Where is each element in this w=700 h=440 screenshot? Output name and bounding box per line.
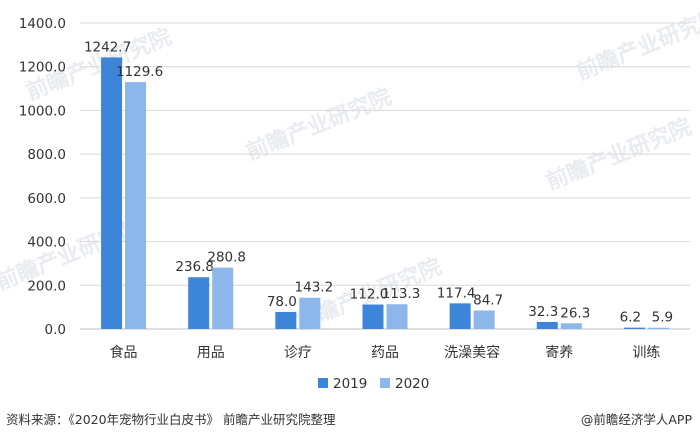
- data-label: 143.2: [295, 280, 334, 296]
- bar-2020: [560, 323, 582, 329]
- bar-2020: [299, 297, 321, 329]
- x-tick-label: 洗澡美容: [444, 344, 500, 361]
- x-tick-label: 诊疗: [284, 345, 312, 361]
- bar-2019: [536, 321, 558, 329]
- y-tick-label: 1400.0: [19, 16, 66, 32]
- data-label: 84.7: [473, 292, 503, 308]
- y-tick-label: 0.0: [45, 322, 66, 338]
- watermark-text: 前瞻产业研究院: [0, 214, 145, 296]
- data-label: 112.0: [350, 287, 389, 303]
- data-label: 6.2: [620, 310, 641, 326]
- bar-2019: [449, 303, 471, 329]
- legend-label: 2019: [333, 376, 367, 392]
- brand-credit: @前瞻经济学人APP: [580, 412, 692, 427]
- bar-2020: [125, 82, 147, 329]
- bar-2020: [212, 267, 234, 329]
- legend-swatch: [380, 378, 390, 388]
- data-label: 280.8: [207, 250, 246, 266]
- watermark-text: 前瞻产业研究院: [543, 114, 696, 196]
- y-tick-label: 1000.0: [19, 103, 66, 119]
- data-label: 1129.6: [116, 64, 163, 80]
- data-label: 5.9: [652, 310, 673, 326]
- bar-2019: [362, 304, 384, 329]
- legend-label: 2020: [395, 376, 429, 392]
- bar-2020: [386, 304, 408, 329]
- y-tick-label: 400.0: [27, 235, 66, 251]
- bar-2019: [623, 327, 645, 329]
- data-label: 78.0: [267, 294, 297, 310]
- source-note: 资料来源：《2020年宠物行业白皮书》 前瞻产业研究院整理: [6, 412, 336, 427]
- x-tick-label: 训练: [632, 345, 660, 361]
- bar-2019: [101, 57, 123, 329]
- bar-2019: [188, 277, 210, 329]
- legend-swatch: [318, 378, 328, 388]
- bar-2019: [275, 311, 297, 329]
- watermark-text: 前瞻产业研究院: [243, 84, 396, 166]
- y-tick-label: 800.0: [27, 147, 66, 163]
- data-label: 117.4: [437, 285, 476, 301]
- x-tick-label: 寄养: [545, 344, 573, 361]
- data-label: 1242.7: [84, 39, 131, 55]
- y-tick-label: 1200.0: [19, 60, 66, 76]
- y-tick-label: 200.0: [27, 278, 66, 294]
- x-tick-label: 药品: [371, 345, 399, 361]
- watermark-text: 前瞻产业研究院: [573, 4, 700, 86]
- y-tick-label: 600.0: [27, 191, 66, 207]
- x-tick-label: 用品: [197, 345, 225, 361]
- bar-2020: [473, 310, 495, 329]
- x-tick-label: 食品: [110, 344, 138, 361]
- data-label: 113.3: [382, 286, 421, 302]
- footer: 资料来源：《2020年宠物行业白皮书》 前瞻产业研究院整理 @前瞻经济学人APP: [0, 404, 700, 432]
- data-label: 32.3: [528, 304, 558, 320]
- bar-2020: [647, 327, 669, 329]
- data-label: 236.8: [175, 259, 214, 275]
- data-label: 26.3: [560, 305, 590, 321]
